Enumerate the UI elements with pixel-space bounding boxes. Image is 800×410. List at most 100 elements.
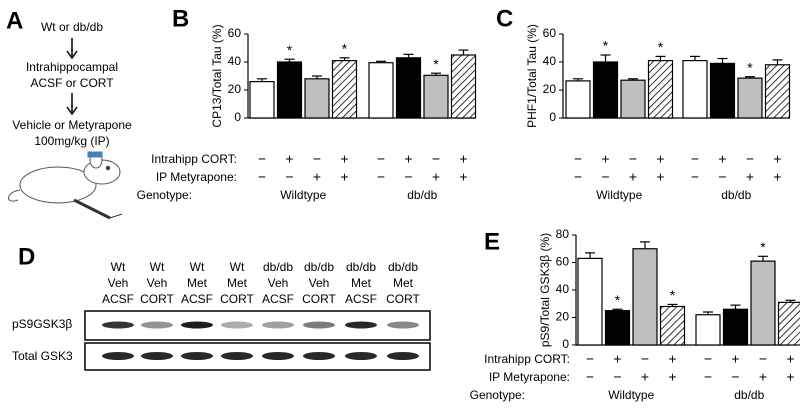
bar — [565, 80, 591, 119]
blot-band — [303, 321, 335, 329]
genotype-label: Genotype: — [470, 388, 525, 402]
lane-label: db/db — [304, 260, 334, 274]
significance-star: * — [747, 59, 753, 75]
bar — [592, 61, 619, 119]
blot-band — [262, 352, 294, 360]
bar — [647, 59, 674, 119]
blot-band — [141, 321, 173, 329]
condition-sign: − — [377, 151, 385, 167]
condition-sign: − — [574, 169, 582, 185]
condition-sign: − — [601, 169, 609, 185]
group-label: Wildtype — [596, 188, 642, 202]
lane-label: CORT — [302, 292, 336, 306]
lane-label: Wt — [111, 260, 126, 274]
bar — [368, 62, 394, 119]
condition-sign: + — [773, 169, 781, 185]
panel-letter: B — [172, 5, 189, 32]
condition-sign: + — [432, 169, 440, 185]
arrow-head — [66, 106, 78, 116]
genotype-label: Genotype: — [137, 188, 192, 202]
y-axis-label: CP13/Total Tau (%) — [210, 24, 224, 127]
condition-sign: + — [786, 351, 794, 367]
bar — [632, 248, 658, 346]
condition-sign: + — [340, 151, 348, 167]
condition-sign: − — [258, 169, 266, 185]
bar — [249, 80, 275, 119]
condition-sign: + — [404, 151, 412, 167]
bar — [395, 57, 422, 119]
y-tick-label: 80 — [556, 227, 570, 241]
condition-sign: + — [746, 169, 754, 185]
condition-sign: + — [786, 369, 794, 385]
lane-label: Wt — [190, 260, 205, 274]
blot-band — [221, 321, 253, 329]
bar — [695, 314, 721, 346]
lane-label: ACSF — [345, 292, 377, 306]
bar — [577, 257, 603, 346]
lane-label: ACSF — [181, 292, 213, 306]
condition-sign: + — [656, 169, 664, 185]
condition-label: IP Metyrapone: — [489, 370, 570, 384]
condition-label: IP Metyrapone: — [156, 170, 237, 184]
condition-sign: + — [629, 169, 637, 185]
y-tick-label: 20 — [228, 82, 242, 96]
condition-sign: − — [704, 351, 712, 367]
y-tick-label: 40 — [543, 54, 557, 68]
step-text: Wt or db/db — [41, 20, 103, 34]
condition-sign: − — [574, 151, 582, 167]
blot-band — [303, 352, 335, 360]
significance-star: * — [433, 56, 439, 72]
condition-sign: − — [641, 351, 649, 367]
significance-star: * — [658, 39, 664, 55]
condition-sign: + — [601, 151, 609, 167]
condition-sign: − — [432, 151, 440, 167]
lane-label: ACSF — [102, 292, 134, 306]
condition-sign: + — [340, 169, 348, 185]
y-tick-label: 0 — [549, 110, 556, 124]
y-tick-label: 60 — [543, 26, 557, 40]
lane-label: Met — [227, 276, 248, 290]
significance-star: * — [603, 38, 609, 54]
bar — [764, 64, 791, 119]
lane-label: CORT — [220, 292, 254, 306]
bar — [423, 74, 449, 119]
y-tick-label: 40 — [228, 54, 242, 68]
blot-band — [221, 352, 253, 360]
lane-label: Veh — [309, 276, 330, 290]
condition-sign: − — [586, 351, 594, 367]
condition-sign: − — [285, 169, 293, 185]
bar — [620, 79, 646, 119]
condition-sign: + — [459, 169, 467, 185]
lane-label: CORT — [140, 292, 174, 306]
condition-sign: + — [718, 151, 726, 167]
panel-letter: E — [484, 228, 500, 255]
lane-label: ACSF — [262, 292, 294, 306]
y-axis-label: PHF1/Total Tau (%) — [525, 24, 539, 128]
bar — [304, 78, 330, 119]
lane-label: Met — [351, 276, 372, 290]
condition-sign: − — [586, 369, 594, 385]
condition-sign: − — [718, 169, 726, 185]
y-tick-label: 60 — [228, 26, 242, 40]
blot-row-label: pS9GSK3β — [12, 317, 72, 331]
y-axis-label: pS9/Total GSK3β (%) — [538, 233, 552, 347]
blot-row-label: Total GSK3 — [12, 349, 73, 363]
condition-sign: − — [691, 151, 699, 167]
lane-label: CORT — [386, 292, 420, 306]
lane-label: db/db — [346, 260, 376, 274]
condition-sign: − — [377, 169, 385, 185]
lane-label: Veh — [268, 276, 289, 290]
step-text: 100mg/kg (IP) — [34, 134, 109, 148]
y-tick-label: 20 — [556, 310, 570, 324]
y-tick-label: 0 — [234, 110, 241, 124]
blot-band — [181, 352, 213, 360]
bar — [709, 62, 736, 119]
condition-sign: + — [773, 151, 781, 167]
group-label: Wildtype — [608, 388, 654, 402]
bar — [750, 260, 776, 346]
group-label: db/db — [407, 188, 437, 202]
arrow-head — [66, 50, 78, 60]
condition-sign: + — [668, 351, 676, 367]
panel-letter: C — [496, 5, 513, 32]
